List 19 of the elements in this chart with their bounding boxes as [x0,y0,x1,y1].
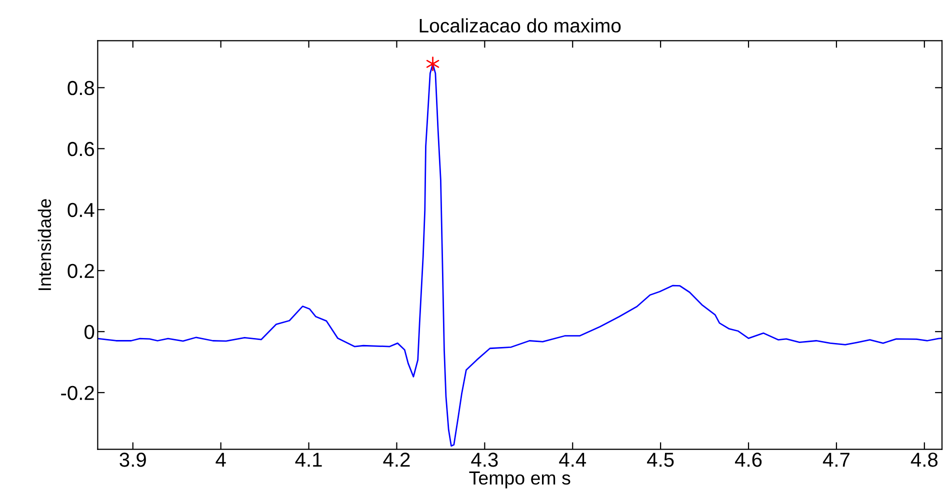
x-tick-label: 4.5 [647,452,674,467]
x-axis-title: Tempo em s [469,472,570,488]
x-tick-label: 4.6 [734,452,762,467]
x-tick-label: 4.1 [295,452,322,467]
x-tick-label: 4.4 [559,452,586,467]
x-tick-label: 4.2 [383,452,410,467]
x-tick-label: 4.7 [822,452,850,467]
y-tick-label: 0.2 [68,264,94,278]
y-tick-label: 0.4 [68,202,94,218]
x-tick-label: 4 [216,452,226,467]
y-tick-label: 0.8 [68,80,94,96]
y-tick-label: -0.2 [61,386,94,400]
x-tick-label: 4.3 [471,452,498,467]
y-axis-title: Intensidade [38,199,52,290]
y-tick-label: 0.6 [68,142,94,156]
y-tick-label: 0 [84,324,94,340]
chart-title: Localizacao do maximo [420,18,621,33]
x-tick-label: 3.9 [120,452,146,467]
x-tick-label: 4.8 [910,452,938,467]
